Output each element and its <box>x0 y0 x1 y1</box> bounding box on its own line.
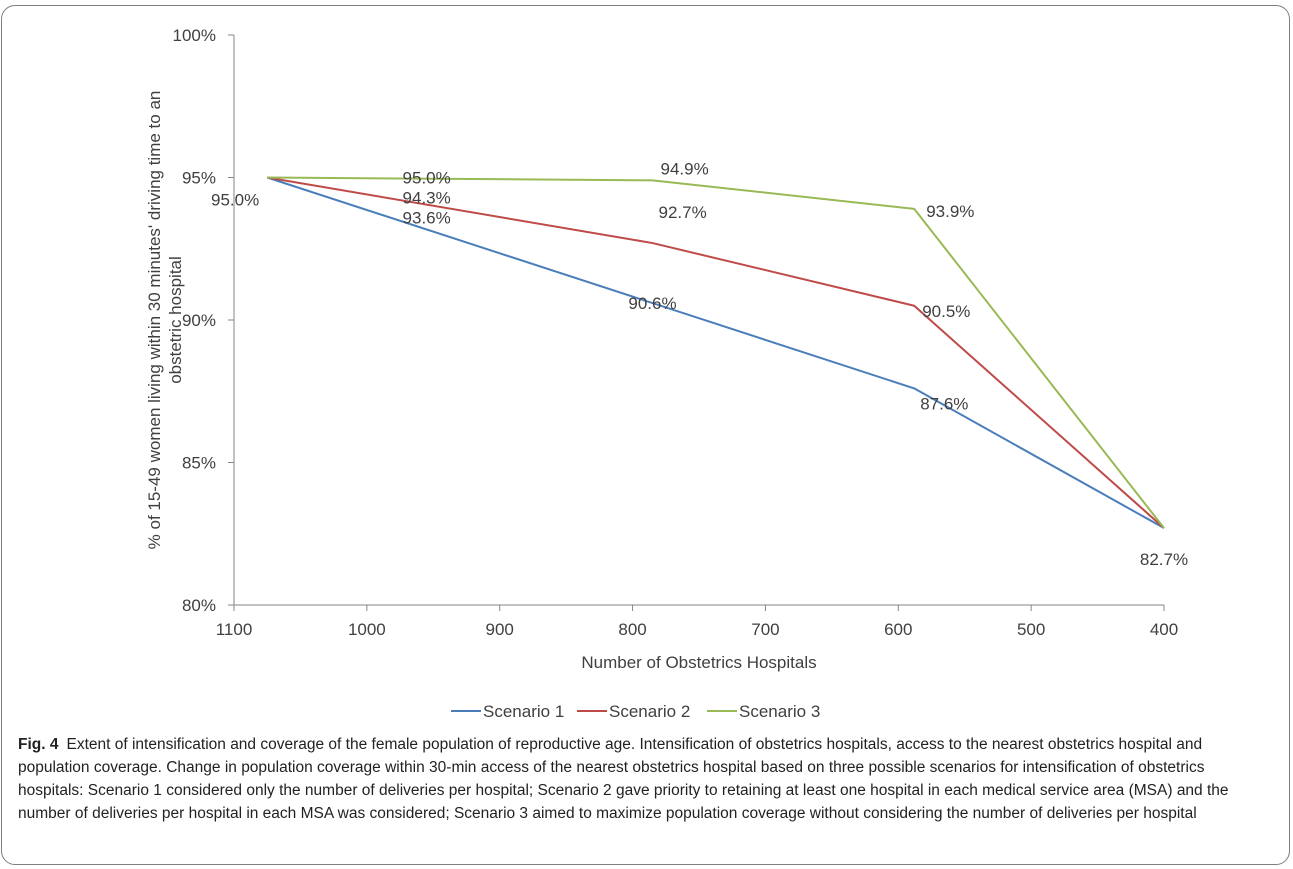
x-tick-label: 900 <box>486 620 514 639</box>
data-label: 93.6% <box>403 208 451 227</box>
x-tick-label: 1100 <box>216 620 253 639</box>
figure-label: Fig. 4 <box>18 736 59 753</box>
y-tick-label: 90% <box>182 311 216 330</box>
x-tick-label: 1000 <box>348 620 386 639</box>
data-label: 94.3% <box>403 188 451 207</box>
legend: Scenario 1 Scenario 2 Scenario 3 <box>451 702 820 721</box>
line-chart: 80% 85% 90% 95% 100% 1100 1000 900 800 700 600 500 4… <box>145 26 1188 721</box>
y-tick-label: 100% <box>173 26 216 45</box>
figure-frame <box>1 5 1290 865</box>
series-line-1 <box>266 176 1165 529</box>
series-layer <box>266 176 1165 529</box>
data-label: 82.7% <box>1140 550 1188 569</box>
y-axis-title-line: obstetric hospital <box>166 256 185 384</box>
y-axis-title: % of 15-49 women living within 30 minute… <box>145 91 185 550</box>
data-label: 94.9% <box>661 159 709 178</box>
data-label: 92.7% <box>659 203 707 222</box>
legend-label-1: Scenario 1 <box>483 702 564 721</box>
data-label: 90.5% <box>922 302 970 321</box>
x-tick-label: 800 <box>618 620 646 639</box>
data-labels: 87.6% 82.7% 92.7% 90.5% 95.0% 94.9% 93.9% 95.0%… <box>211 159 1188 569</box>
x-tick-label: 600 <box>884 620 912 639</box>
data-label: 95.0% <box>403 169 451 188</box>
x-tick-label: 700 <box>751 620 779 639</box>
legend-label-2: Scenario 2 <box>609 702 690 721</box>
x-axis-title: Number of Obstetrics Hospitals <box>581 653 816 672</box>
data-label: 95.0% <box>211 191 259 210</box>
series-line-3 <box>267 176 1165 529</box>
data-label: 87.6% <box>920 394 968 413</box>
data-label: 93.9% <box>926 202 974 221</box>
chart-axes: 80% 85% 90% 95% 100% 1100 1000 900 800 700 600 500 4… <box>173 26 1179 639</box>
y-tick-label: 95% <box>182 169 216 188</box>
figure-caption: Fig. 4 Extent of intensification and cove… <box>18 733 1273 825</box>
legend-label-3: Scenario 3 <box>739 702 820 721</box>
y-axis-title-line: % of 15-49 women living within 30 minute… <box>145 91 164 550</box>
series-line-2 <box>267 176 1165 529</box>
x-tick-label: 500 <box>1017 620 1045 639</box>
y-tick-label: 85% <box>182 454 216 473</box>
data-label: 90.6% <box>628 294 676 313</box>
caption-text: Extent of intensification and coverage o… <box>18 736 1229 822</box>
y-tick-label: 80% <box>182 596 216 615</box>
x-tick-label: 400 <box>1150 620 1178 639</box>
